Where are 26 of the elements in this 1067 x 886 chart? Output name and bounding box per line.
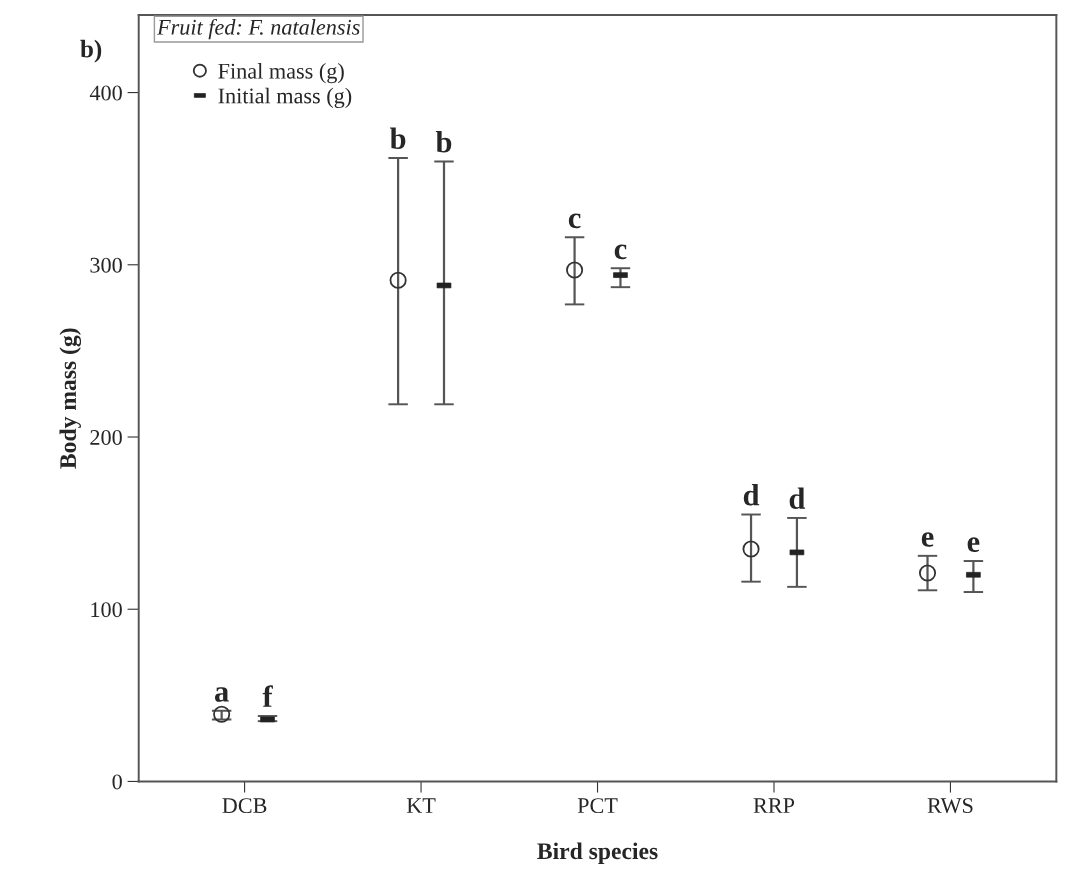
y-axis-title: Body mass (g) [59,328,82,469]
text: b) [80,39,102,63]
annotation: d [789,487,806,509]
x-axis-title: Bird species [537,842,658,864]
legend-label: Initial mass (g) [218,87,352,109]
annotation: d [743,484,760,506]
x-tick-label: RRP [753,798,795,813]
x-tick-label: DCB [222,798,267,814]
y-tick-label: 100 [91,602,122,618]
annotation: c [568,213,581,229]
annotation: b [390,127,406,150]
annotation: c [614,244,627,260]
annotation: b [435,130,452,153]
annotation: a [214,687,229,702]
y-tick-label: 400 [89,85,122,101]
annotation: e [967,537,980,552]
legend-label: Final mass (g) [218,63,344,84]
x-tick-label: KT [406,798,436,813]
y-tick-label: 300 [90,257,122,273]
annotation: f [262,685,273,707]
x-tick-label: RWS [927,798,973,814]
y-tick-label: 200 [90,429,122,445]
chart-title: Fruit fed: F. natalensis [156,18,360,40]
x-tick-label: PCT [577,798,618,814]
annotation: e [921,532,934,547]
y-tick-label: 0 [112,774,122,790]
